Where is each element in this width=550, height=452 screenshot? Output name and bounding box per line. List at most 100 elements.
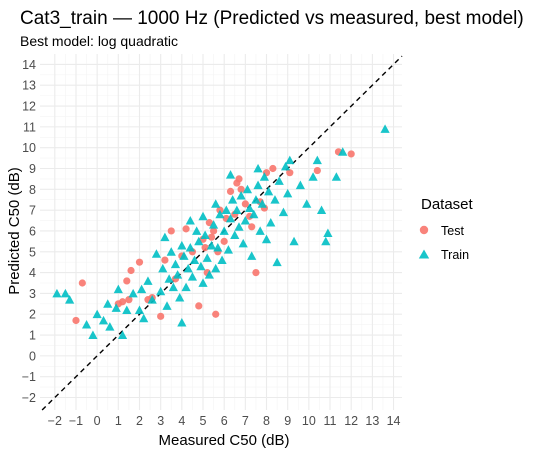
- point-test: [135, 258, 144, 266]
- point-train: [185, 215, 195, 225]
- point-train: [266, 218, 276, 227]
- point-train: [137, 284, 147, 294]
- point-train: [283, 188, 293, 198]
- point-train: [162, 301, 172, 310]
- point-train: [302, 199, 312, 208]
- point-train: [151, 249, 162, 258]
- point-train: [147, 295, 157, 304]
- point-train: [143, 276, 153, 285]
- x-tick-label: 2: [136, 414, 143, 428]
- point-train: [211, 199, 221, 208]
- y-tick-label: 8: [29, 183, 36, 197]
- point-train: [242, 184, 253, 194]
- point-train: [139, 313, 149, 323]
- x-tick-label: 12: [344, 414, 358, 428]
- point-train: [316, 205, 327, 215]
- point-train: [122, 305, 132, 314]
- point-test: [220, 237, 228, 245]
- x-axis-label: Measured C50 (dB): [159, 432, 290, 449]
- y-axis-label: Predicted C50 (dB): [6, 167, 23, 295]
- point-train: [117, 330, 128, 339]
- point-train: [264, 186, 274, 196]
- point-train: [170, 259, 181, 269]
- point-train: [331, 172, 341, 181]
- y-tick-label: 9: [29, 162, 36, 176]
- point-train: [225, 213, 236, 223]
- point-train: [60, 288, 71, 298]
- point-test: [195, 302, 203, 310]
- point-train: [179, 251, 189, 260]
- x-tick-label: 10: [302, 414, 316, 428]
- point-train: [255, 226, 265, 235]
- point-test: [182, 225, 190, 233]
- point-train: [111, 303, 121, 312]
- point-train: [98, 315, 109, 325]
- chart-title: Cat3_train — 1000 Hz (Predicted vs measu…: [20, 8, 524, 29]
- legend-test-label: Test: [441, 224, 464, 238]
- x-tick-label: −1: [69, 414, 83, 428]
- point-train: [234, 222, 244, 231]
- y-tick-label: 0: [29, 349, 36, 363]
- point-train: [158, 263, 168, 273]
- y-tick-label: 7: [29, 204, 36, 218]
- point-test: [241, 200, 249, 208]
- point-train: [192, 226, 202, 235]
- point-train: [113, 284, 123, 294]
- point-test: [286, 169, 294, 177]
- point-train: [215, 209, 225, 219]
- point-train: [128, 288, 138, 298]
- point-test: [123, 277, 131, 285]
- legend-test-marker: [419, 225, 429, 235]
- point-test: [212, 310, 220, 318]
- x-tick-label: 14: [387, 414, 401, 428]
- point-train: [321, 236, 331, 246]
- points-layer: [52, 124, 390, 339]
- point-train: [103, 299, 113, 308]
- point-train: [295, 180, 305, 190]
- point-train: [249, 209, 259, 219]
- point-train: [166, 247, 176, 256]
- point-train: [177, 317, 187, 327]
- point-train: [217, 255, 227, 265]
- point-train: [228, 195, 238, 204]
- point-train: [285, 155, 295, 165]
- y-tick-label: −1: [22, 370, 36, 384]
- x-axis-ticks: −2 −1 0 1 2 3 4 5 6 7 8 9 10 11 12 13 14: [48, 414, 401, 428]
- point-train: [88, 330, 98, 339]
- y-tick-label: 2: [29, 308, 36, 322]
- x-tick-label: 4: [178, 414, 185, 428]
- point-train: [187, 272, 198, 281]
- point-test: [157, 312, 165, 320]
- point-train: [259, 172, 269, 181]
- y-tick-label: 10: [22, 141, 36, 155]
- point-train: [208, 220, 219, 229]
- point-train: [202, 253, 212, 262]
- point-train: [244, 203, 255, 212]
- point-test: [72, 316, 80, 325]
- legend-train-marker: [418, 249, 430, 259]
- grid: [40, 54, 402, 410]
- point-train: [211, 263, 221, 273]
- point-train: [52, 288, 62, 298]
- point-test: [248, 223, 256, 231]
- point-train: [225, 170, 236, 179]
- y-tick-label: 14: [22, 58, 36, 72]
- point-train: [338, 147, 348, 156]
- point-train: [206, 240, 217, 250]
- point-test: [237, 185, 245, 193]
- point-train: [183, 263, 193, 273]
- y-tick-label: 6: [29, 224, 36, 238]
- point-train: [156, 286, 166, 296]
- point-train: [270, 195, 280, 204]
- point-test: [78, 279, 86, 287]
- point-test: [235, 175, 243, 183]
- point-test: [167, 227, 175, 235]
- point-train: [92, 309, 102, 319]
- point-train: [323, 228, 333, 237]
- point-test: [205, 219, 213, 227]
- x-tick-label: 6: [221, 414, 228, 428]
- point-train: [261, 234, 272, 244]
- y-tick-label: 1: [29, 329, 36, 343]
- point-train: [189, 255, 200, 265]
